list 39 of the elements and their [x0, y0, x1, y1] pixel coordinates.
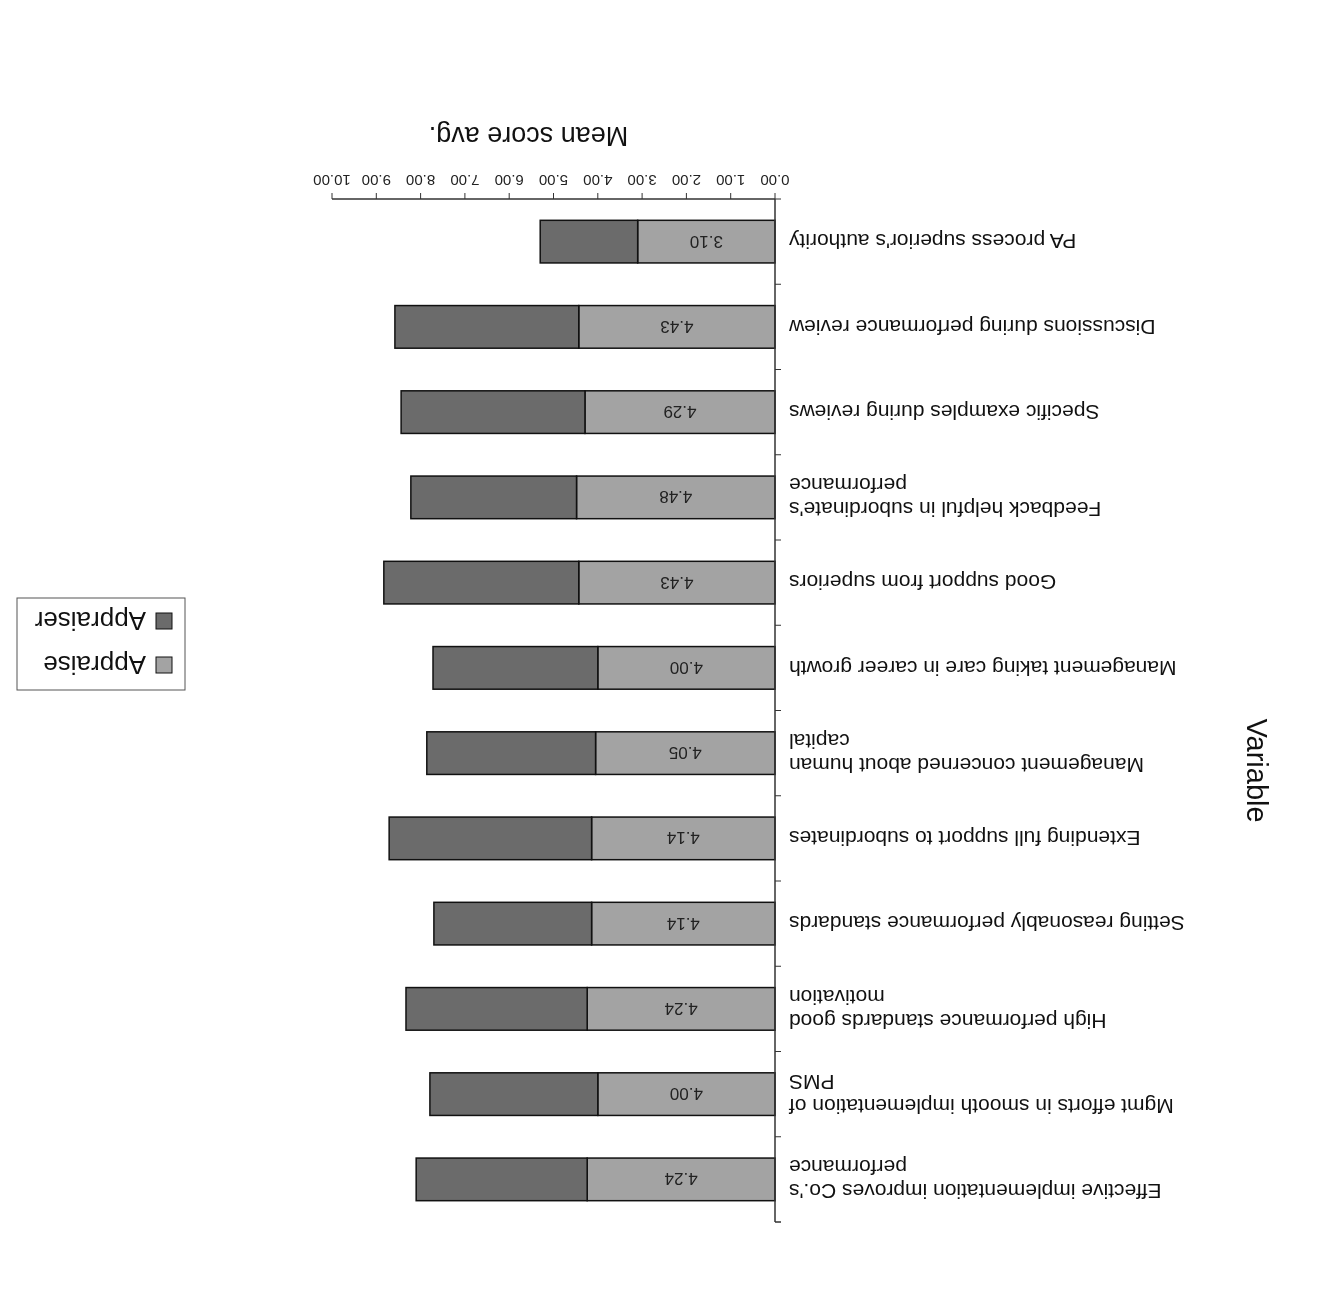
data-label: 4.24: [664, 1169, 698, 1189]
y-tick-label: Setting reasonably performance standards: [789, 912, 1185, 936]
x-tick-label: 7.00: [450, 172, 480, 189]
x-tick-label: 8.00: [406, 172, 436, 189]
x-tick-label: 2.00: [671, 172, 701, 189]
y-axis-title: Variable: [1241, 718, 1273, 823]
y-tick-label: High performance standards good motivation: [789, 985, 1107, 1033]
y-tick-label: Specific examples during reviews: [789, 400, 1100, 424]
y-tick-label: Feedback helpful in subordinate's performance: [789, 474, 1102, 522]
x-tick-label: 1.00: [716, 172, 746, 189]
data-label: 4.14: [666, 913, 700, 933]
x-tick-label: 5.00: [538, 172, 569, 189]
y-tick-label: Discussions during performance review: [788, 315, 1156, 339]
data-label: 3.10: [689, 231, 723, 251]
y-tick-label: Management concerned about human capital: [789, 729, 1144, 777]
x-tick-label: 6.00: [494, 172, 524, 189]
data-label: 4.43: [660, 572, 694, 592]
data-label: 4.29: [663, 402, 697, 422]
data-label: 4.00: [669, 657, 703, 677]
data-label: 4.24: [664, 998, 698, 1018]
data-label: 4.14: [666, 828, 700, 848]
data-label: 4.05: [668, 743, 702, 763]
legend-label: Appraiser: [34, 605, 146, 636]
x-tick-label: 4.00: [583, 172, 613, 189]
y-tick-label: PA process superior's authority: [788, 230, 1077, 254]
x-tick-label: 0.00: [760, 172, 790, 189]
legend-label: Appraise: [43, 649, 146, 680]
x-tick-label: 10.00: [313, 172, 351, 189]
y-tick-label: Extending full support to subordinates: [789, 827, 1141, 851]
data-label: 4.00: [669, 1084, 703, 1104]
y-tick-label: Mgmt efforts in smooth implementation of PMS: [788, 1070, 1174, 1118]
y-tick-label: Effective implementation improves Co.'s performance: [789, 1156, 1162, 1204]
data-label: 4.48: [659, 487, 693, 507]
x-axis-title: Mean score avg.: [428, 121, 629, 151]
x-tick-label: 3.00: [627, 172, 657, 189]
y-tick-label: Management taking care in career growth: [789, 656, 1177, 680]
x-tick-label: 9.00: [361, 172, 391, 189]
y-tick-label: Good support from superiors: [789, 571, 1057, 595]
data-label: 4.43: [660, 316, 694, 336]
